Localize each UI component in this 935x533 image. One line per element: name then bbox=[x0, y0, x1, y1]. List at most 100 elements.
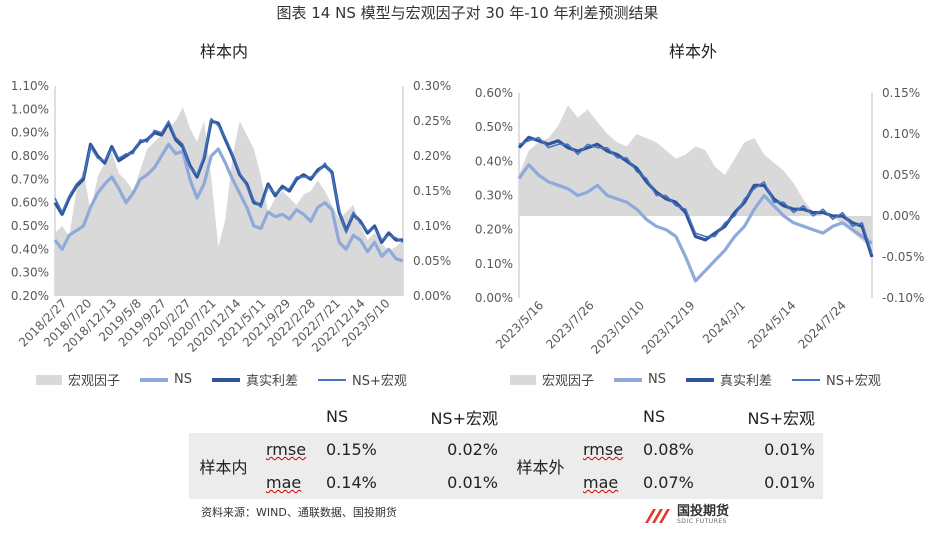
y-tick-label: 0.80% bbox=[11, 149, 49, 163]
series-line-actual bbox=[517, 135, 874, 258]
right-chart-title: 样本外 bbox=[669, 42, 718, 61]
cell-in-mae-nsmacro: 0.01% bbox=[404, 466, 506, 499]
y-tick-label: 0.00% bbox=[475, 291, 513, 305]
legend-item-macro: 宏观因子 bbox=[36, 370, 120, 389]
legend-swatch-macro bbox=[36, 374, 62, 385]
y2-tick-label: -0.10% bbox=[882, 291, 924, 305]
y-tick-label: 0.10% bbox=[475, 257, 513, 271]
row-label-rmse-in: rmse bbox=[258, 433, 318, 466]
legend-label-nsmacro-2: NS+宏观 bbox=[826, 374, 881, 389]
mae-label-text: mae bbox=[266, 473, 302, 492]
y2-tick-label: -0.05% bbox=[882, 250, 924, 264]
y-tick-label: 0.20% bbox=[11, 289, 49, 303]
y2-tick-label: 0.15% bbox=[882, 86, 920, 100]
legend-swatch-nsmacro bbox=[318, 378, 347, 381]
series-line-ns bbox=[517, 163, 873, 283]
x-tick-label: 2023/10/10 bbox=[588, 298, 647, 357]
legend-label-ns: NS bbox=[174, 372, 192, 387]
row-label-rmse-out: rmse bbox=[575, 433, 635, 466]
legend-item-nsmacro: NS+宏观 bbox=[318, 370, 407, 389]
figure-title: 图表 14 NS 模型与宏观因子对 30 年-10 年利差预测结果 bbox=[276, 4, 659, 22]
rmse-label-text: rmse bbox=[266, 440, 307, 459]
y2-tick-label: 0.00% bbox=[882, 209, 920, 223]
cell-in-rmse-ns: 0.15% bbox=[318, 433, 404, 466]
legend-item-actual-2: 真实利差 bbox=[686, 370, 772, 389]
legend-label-macro: 宏观因子 bbox=[68, 374, 121, 389]
logo-text: 国投期货 bbox=[677, 504, 730, 519]
cell-out-rmse-nsmacro: 0.01% bbox=[721, 433, 823, 466]
legend-swatch-actual bbox=[212, 377, 240, 382]
left-legend: 宏观因子 NS 真实利差 NS+宏观 bbox=[36, 370, 421, 389]
series-line-ns-macro bbox=[54, 117, 404, 243]
header-ns-out: NS bbox=[643, 407, 666, 426]
cell-out-rmse-ns: 0.08% bbox=[635, 433, 721, 466]
x-tick-label: 2023/12/19 bbox=[639, 298, 698, 357]
series-area-macro bbox=[519, 105, 872, 249]
legend-swatch-nsmacro-2 bbox=[792, 378, 821, 381]
y-tick-label: 1.00% bbox=[11, 102, 49, 116]
y-tick-label: 1.10% bbox=[11, 79, 49, 93]
y-tick-label: 0.50% bbox=[11, 219, 49, 233]
y2-tick-label: 0.05% bbox=[413, 254, 451, 268]
rmse-label-text-2: rmse bbox=[583, 440, 624, 459]
legend-swatch-ns bbox=[140, 377, 169, 382]
legend-item-ns: NS bbox=[140, 372, 192, 387]
legend-label-actual-2: 真实利差 bbox=[720, 374, 773, 389]
y2-tick-label: 0.30% bbox=[413, 79, 451, 93]
error-stats-table: NS NS+宏观 NS NS+宏观 样本内 rmse 0.15% 0.02% 样… bbox=[189, 400, 823, 499]
legend-label-ns-2: NS bbox=[648, 372, 666, 387]
y2-tick-label: 0.05% bbox=[882, 168, 920, 182]
in-sample-chart: 0.20% 0.30% 0.40% 0.50% 0.60% 0.70% 0.80% 0.90%… bbox=[11, 79, 451, 355]
legend-label-macro-2: 宏观因子 bbox=[542, 374, 595, 389]
y-tick-label: 0.40% bbox=[11, 242, 49, 256]
series-line-ns bbox=[53, 142, 404, 263]
y-tick-label: 0.60% bbox=[11, 196, 49, 210]
out-of-sample-chart: 0.00% 0.10% 0.20% 0.30% 0.40% 0.50% 0.60% -0.10… bbox=[475, 86, 925, 357]
y2-tick-label: 0.15% bbox=[413, 184, 451, 198]
y2-tick-label: 0.10% bbox=[882, 127, 920, 141]
header-ns-in: NS bbox=[326, 407, 349, 426]
legend-swatch-macro-2 bbox=[510, 374, 536, 385]
mae-label-text-2: mae bbox=[583, 473, 619, 492]
right-legend: 宏观因子 NS 真实利差 NS+宏观 bbox=[510, 370, 895, 389]
y-tick-label: 0.90% bbox=[11, 126, 49, 140]
legend-item-macro-2: 宏观因子 bbox=[510, 370, 594, 389]
company-logo: 国投期货 SDIC FUTURES bbox=[643, 505, 729, 525]
y-tick-label: 0.30% bbox=[475, 189, 513, 203]
cell-in-mae-ns: 0.14% bbox=[318, 466, 404, 499]
legend-swatch-actual-2 bbox=[686, 377, 714, 382]
x-tick-label: 2024/5/14 bbox=[745, 298, 798, 351]
x-tick-label: 2024/3/1 bbox=[700, 298, 748, 346]
y2-tick-label: 0.00% bbox=[413, 289, 451, 303]
y2-tick-label: 0.20% bbox=[413, 149, 451, 163]
header-nsmacro-out: NS+宏观 bbox=[747, 408, 815, 428]
header-nsmacro-in: NS+宏观 bbox=[430, 408, 498, 428]
row-label-mae-in: mae bbox=[258, 466, 318, 499]
table-row: mae 0.14% 0.01% mae 0.07% 0.01% bbox=[189, 466, 823, 499]
y-tick-label: 0.70% bbox=[11, 172, 49, 186]
legend-label-actual: 真实利差 bbox=[246, 374, 299, 389]
table-header-row: NS NS+宏观 NS NS+宏观 bbox=[189, 400, 823, 433]
cell-in-rmse-nsmacro: 0.02% bbox=[404, 433, 506, 466]
cell-out-mae-nsmacro: 0.01% bbox=[721, 466, 823, 499]
x-tick-label: 2023/7/26 bbox=[543, 298, 596, 351]
legend-item-ns-2: NS bbox=[614, 372, 666, 387]
y-tick-label: 0.50% bbox=[475, 120, 513, 134]
legend-item-actual: 真实利差 bbox=[212, 370, 298, 389]
y-tick-label: 0.60% bbox=[475, 86, 513, 100]
logo-subtext: SDIC FUTURES bbox=[677, 518, 727, 525]
series-line-ns-macro bbox=[518, 136, 873, 254]
group-label-out: 样本外 bbox=[506, 433, 575, 499]
y2-tick-label: 0.10% bbox=[413, 219, 451, 233]
x-tick-label: 2023/5/16 bbox=[493, 298, 546, 351]
legend-label-nsmacro: NS+宏观 bbox=[352, 374, 407, 389]
legend-item-nsmacro-2: NS+宏观 bbox=[792, 370, 881, 389]
cell-out-mae-ns: 0.07% bbox=[635, 466, 721, 499]
source-note: 资料来源：WIND、通联数据、国投期货 bbox=[201, 506, 397, 519]
left-chart-title: 样本内 bbox=[200, 42, 249, 61]
logo-mark-icon bbox=[645, 509, 670, 523]
legend-swatch-ns-2 bbox=[614, 377, 643, 382]
series-area-macro bbox=[55, 107, 403, 296]
table-row: 样本内 rmse 0.15% 0.02% 样本外 rmse 0.08% 0.01… bbox=[189, 433, 823, 499]
y2-tick-label: 0.25% bbox=[413, 114, 451, 128]
